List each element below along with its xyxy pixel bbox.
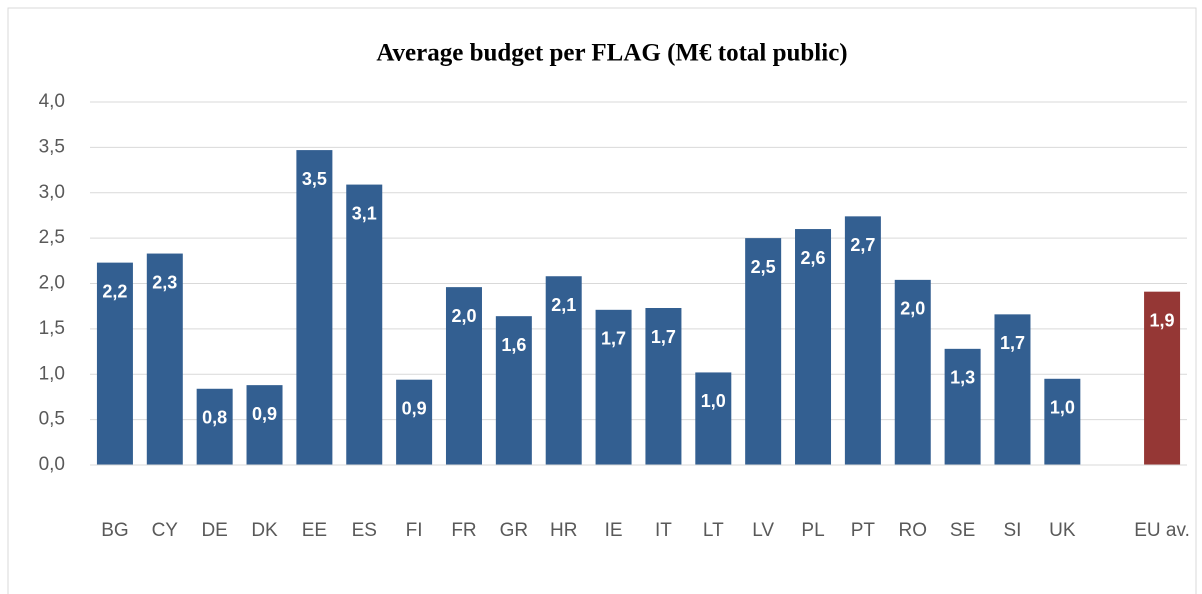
bar [994, 314, 1031, 465]
x-tick-label: EU av. [1134, 520, 1190, 541]
y-tick-label: 2,5 [39, 227, 65, 248]
x-tick-label: IE [605, 520, 623, 541]
bar [645, 308, 682, 465]
bar [745, 238, 782, 465]
x-tick-label: RO [899, 520, 928, 541]
bar [1044, 378, 1081, 465]
chart-title: Average budget per FLAG (M€ total public… [376, 40, 847, 67]
bar [545, 276, 582, 465]
x-tick-label: LV [752, 520, 774, 541]
value-label: 1,6 [501, 335, 526, 355]
value-label: 0,8 [202, 408, 227, 428]
x-tick-label: FR [451, 520, 476, 541]
value-label: 1,7 [1000, 333, 1025, 353]
y-tick-label: 2,0 [39, 273, 65, 294]
x-tick-label: FI [406, 520, 423, 541]
bar [795, 229, 832, 465]
x-tick-label: PT [851, 520, 876, 541]
value-label: 1,3 [950, 368, 975, 388]
value-label: 1,9 [1150, 310, 1175, 330]
x-tick-label: HR [550, 520, 577, 541]
bar [246, 385, 283, 465]
value-label: 3,1 [352, 203, 377, 223]
y-tick-label: 3,5 [39, 136, 65, 157]
chart-border [7, 7, 1197, 594]
value-label: 1,0 [701, 391, 726, 411]
bar [495, 316, 532, 465]
value-label: 2,7 [850, 235, 875, 255]
x-tick-label: ES [352, 520, 377, 541]
bar [844, 216, 881, 465]
y-tick-label: 1,5 [39, 318, 65, 339]
bar [96, 262, 133, 465]
value-label: 2,0 [900, 299, 925, 319]
bar [595, 309, 632, 465]
bar [196, 388, 233, 465]
value-label: 2,2 [102, 281, 127, 301]
x-tick-label: EE [302, 520, 327, 541]
bar [944, 348, 981, 465]
bar [445, 287, 482, 465]
value-label: 1,7 [651, 327, 676, 347]
bar [894, 279, 931, 465]
bar [146, 253, 183, 465]
value-label: 0,9 [252, 404, 277, 424]
x-tick-label: DK [251, 520, 278, 541]
bar [695, 372, 732, 465]
value-label: 2,6 [801, 248, 826, 268]
value-label: 3,5 [302, 169, 327, 189]
x-tick-label: LT [703, 520, 724, 541]
bar [396, 379, 433, 465]
x-tick-label: CY [152, 520, 179, 541]
x-tick-label: IT [655, 520, 672, 541]
value-label: 2,3 [152, 272, 177, 292]
bar [1144, 291, 1181, 465]
y-tick-label: 4,0 [39, 91, 65, 112]
value-label: 1,7 [601, 329, 626, 349]
value-label: 1,0 [1050, 398, 1075, 418]
value-label: 0,9 [402, 398, 427, 418]
x-tick-label: UK [1049, 520, 1076, 541]
value-label: 2,0 [451, 306, 476, 326]
y-tick-label: 0,5 [39, 409, 65, 430]
x-tick-label: PL [801, 520, 824, 541]
x-tick-label: GR [500, 520, 529, 541]
y-tick-label: 3,0 [39, 182, 65, 203]
bar [296, 150, 333, 465]
y-tick-label: 0,0 [39, 454, 65, 475]
x-tick-label: SE [950, 520, 975, 541]
value-label: 2,1 [551, 295, 576, 315]
bar [346, 184, 383, 465]
x-tick-label: DE [201, 520, 227, 541]
x-tick-label: SI [1004, 520, 1022, 541]
x-tick-label: BG [101, 520, 128, 541]
y-tick-label: 1,0 [39, 363, 65, 384]
value-label: 2,5 [751, 257, 776, 277]
